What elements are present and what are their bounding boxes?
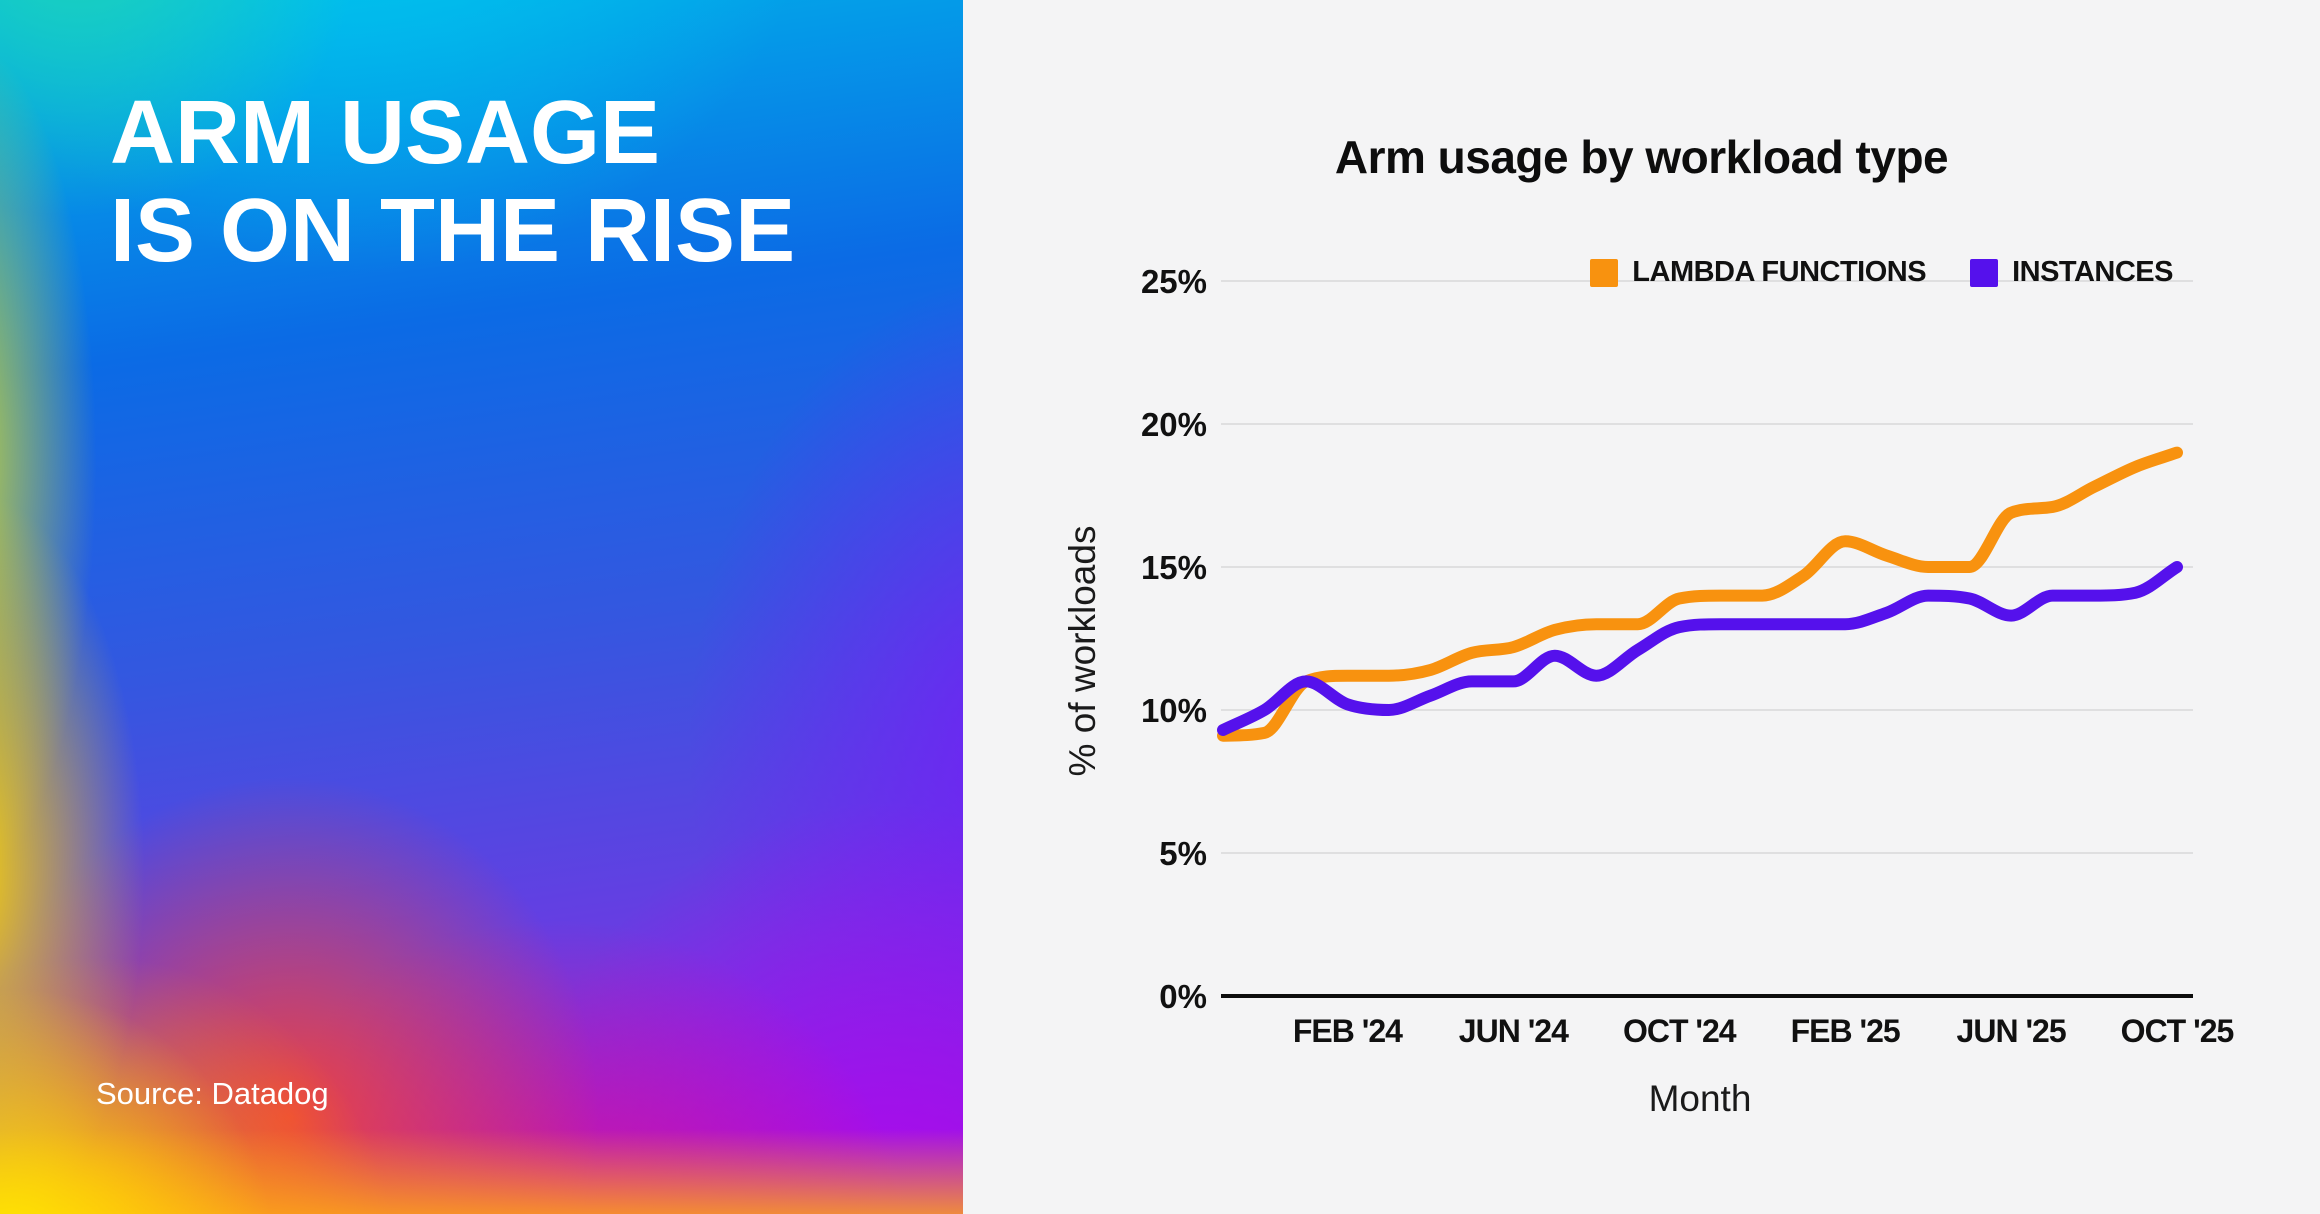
x-tick-OCT '24: OCT '24 bbox=[1623, 1013, 1737, 1049]
x-tick-OCT '25: OCT '25 bbox=[2121, 1013, 2234, 1049]
legend-swatch-icon bbox=[1590, 258, 1619, 287]
gradient-hero-panel: ARM USAGE IS ON THE RISE Source: Datadog bbox=[0, 0, 963, 1214]
series-line-instances bbox=[1217, 561, 2183, 736]
y-axis-label: % of workloads bbox=[1062, 525, 1103, 777]
legend-item-instances: INSTANCES bbox=[1970, 256, 2173, 289]
chart-title: Arm usage by workload type bbox=[1334, 131, 1949, 183]
hero-title-line2: IS ON THE RISE bbox=[110, 181, 796, 281]
legend-swatch-icon bbox=[1970, 258, 1999, 287]
x-tick-FEB '24: FEB '24 bbox=[1293, 1013, 1403, 1049]
hero-title-line1: ARM USAGE bbox=[110, 83, 661, 183]
legend-item-lambda-functions: LAMBDA FUNCTIONS bbox=[1590, 256, 1927, 289]
series-line-lambda-functions bbox=[1217, 446, 2183, 742]
y-tick-10%: 10% bbox=[1141, 692, 1207, 729]
y-tick-20%: 20% bbox=[1141, 406, 1207, 443]
hero-title: ARM USAGE IS ON THE RISE bbox=[110, 84, 795, 280]
chart-legend: LAMBDA FUNCTIONS INSTANCES bbox=[1590, 256, 2173, 289]
x-tick-FEB '25: FEB '25 bbox=[1791, 1013, 1900, 1049]
x-axis-label: Month bbox=[1648, 1078, 1752, 1119]
y-tick-25%: 25% bbox=[1141, 263, 1207, 300]
chart-svg: 0% 5% 10% 15% 20% 25% FEB '24 JUN '24 OCT '24 FEB… bbox=[1141, 263, 2235, 1049]
legend-label: LAMBDA FUNCTIONS bbox=[1632, 256, 1927, 288]
y-tick-5%: 5% bbox=[1159, 835, 1207, 872]
chart-panel: Arm usage by workload type 0% 5% 10% 15% 20%… bbox=[963, 0, 2320, 1214]
source-note: Source: Datadog bbox=[96, 1076, 329, 1111]
x-tick-JUN '24: JUN '24 bbox=[1459, 1013, 1569, 1049]
y-tick-15%: 15% bbox=[1141, 549, 1207, 586]
y-tick-0%: 0% bbox=[1159, 978, 1207, 1015]
legend-label: INSTANCES bbox=[2012, 256, 2173, 288]
x-tick-JUN '25: JUN '25 bbox=[1957, 1013, 2066, 1049]
